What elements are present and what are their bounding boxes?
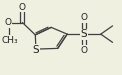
Text: O: O (5, 18, 12, 27)
Text: O: O (80, 46, 87, 55)
Text: S: S (80, 29, 87, 39)
Text: O: O (19, 3, 26, 12)
Text: CH₃: CH₃ (1, 36, 18, 45)
Text: S: S (33, 45, 39, 55)
Text: O: O (80, 14, 87, 22)
